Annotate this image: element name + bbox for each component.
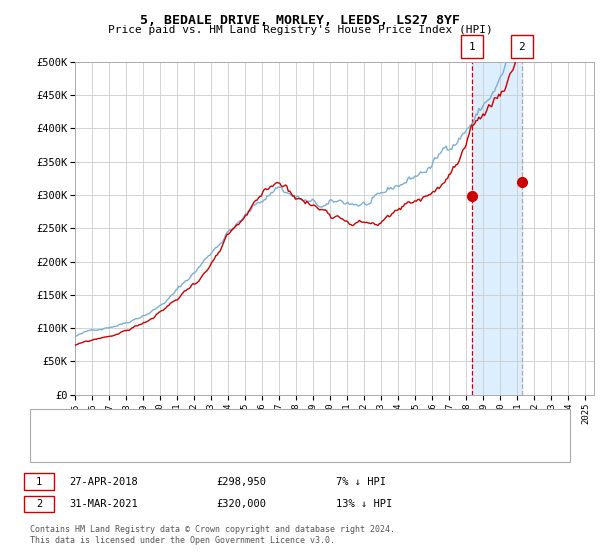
Text: 13% ↓ HPI: 13% ↓ HPI xyxy=(336,499,392,509)
Text: Price paid vs. HM Land Registry's House Price Index (HPI): Price paid vs. HM Land Registry's House … xyxy=(107,25,493,35)
Text: —————: ————— xyxy=(42,419,76,429)
Text: 7% ↓ HPI: 7% ↓ HPI xyxy=(336,477,386,487)
Text: 1: 1 xyxy=(469,41,475,52)
Text: 5, BEDALE DRIVE, MORLEY, LEEDS, LS27 8YF: 5, BEDALE DRIVE, MORLEY, LEEDS, LS27 8YF xyxy=(140,14,460,27)
Text: 5, BEDALE DRIVE, MORLEY, LEEDS, LS27 8YF (detached house): 5, BEDALE DRIVE, MORLEY, LEEDS, LS27 8YF… xyxy=(111,419,446,429)
Text: £298,950: £298,950 xyxy=(216,477,266,487)
Text: 2: 2 xyxy=(518,41,525,52)
Text: 2: 2 xyxy=(36,499,42,509)
Text: Contains HM Land Registry data © Crown copyright and database right 2024.
This d: Contains HM Land Registry data © Crown c… xyxy=(30,525,395,545)
Text: HPI: Average price, detached house, Leeds: HPI: Average price, detached house, Leed… xyxy=(111,444,352,454)
FancyBboxPatch shape xyxy=(461,35,483,58)
Text: 27-APR-2018: 27-APR-2018 xyxy=(69,477,138,487)
FancyBboxPatch shape xyxy=(511,35,533,58)
Text: —————: ————— xyxy=(42,444,76,454)
Text: 31-MAR-2021: 31-MAR-2021 xyxy=(69,499,138,509)
Text: £320,000: £320,000 xyxy=(216,499,266,509)
Text: 1: 1 xyxy=(36,477,42,487)
Bar xyxy=(472,62,521,395)
